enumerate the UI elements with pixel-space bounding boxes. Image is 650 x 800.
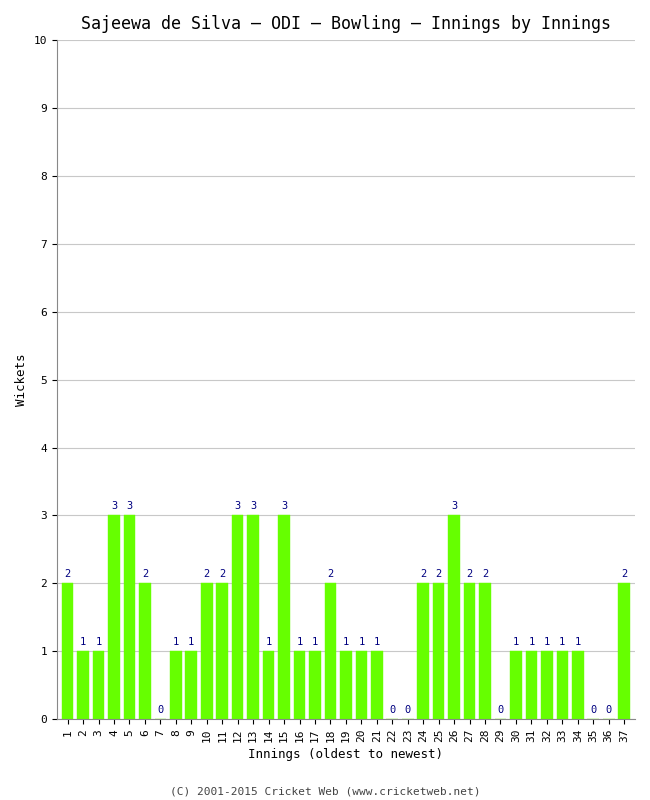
Bar (278, 515, 290, 719)
Bar (232, 515, 244, 719)
Bar (464, 583, 475, 719)
Bar (185, 651, 197, 719)
Bar (62, 583, 73, 719)
Text: 1: 1 (544, 638, 550, 647)
Text: 2: 2 (64, 570, 71, 579)
Text: 1: 1 (312, 638, 318, 647)
Y-axis label: Wickets: Wickets (15, 354, 28, 406)
Bar (356, 651, 367, 719)
Text: 0: 0 (590, 705, 597, 715)
Bar (371, 651, 383, 719)
Text: (C) 2001-2015 Cricket Web (www.cricketweb.net): (C) 2001-2015 Cricket Web (www.cricketwe… (170, 786, 480, 796)
Text: 0: 0 (404, 705, 411, 715)
Bar (541, 651, 552, 719)
Text: 3: 3 (250, 502, 256, 511)
Bar (216, 583, 228, 719)
Bar (510, 651, 522, 719)
Bar (201, 583, 213, 719)
Text: 0: 0 (389, 705, 395, 715)
Text: 1: 1 (559, 638, 566, 647)
Bar (618, 583, 630, 719)
Text: 0: 0 (497, 705, 504, 715)
Text: 1: 1 (575, 638, 581, 647)
Bar (93, 651, 104, 719)
Title: Sajeewa de Silva – ODI – Bowling – Innings by Innings: Sajeewa de Silva – ODI – Bowling – Innin… (81, 15, 611, 33)
Bar (294, 651, 306, 719)
X-axis label: Innings (oldest to newest): Innings (oldest to newest) (248, 748, 443, 761)
Bar (124, 515, 135, 719)
Bar (572, 651, 584, 719)
Bar (77, 651, 89, 719)
Bar (479, 583, 491, 719)
Text: 1: 1 (296, 638, 303, 647)
Bar (248, 515, 259, 719)
Text: 3: 3 (281, 502, 287, 511)
Text: 2: 2 (328, 570, 333, 579)
Text: 1: 1 (528, 638, 534, 647)
Bar (556, 651, 568, 719)
Text: 0: 0 (157, 705, 164, 715)
Text: 1: 1 (343, 638, 349, 647)
Text: 2: 2 (467, 570, 473, 579)
Text: 3: 3 (111, 502, 117, 511)
Text: 2: 2 (621, 570, 627, 579)
Text: 1: 1 (80, 638, 86, 647)
Text: 2: 2 (420, 570, 426, 579)
Bar (324, 583, 336, 719)
Bar (433, 583, 445, 719)
Bar (340, 651, 352, 719)
Text: 1: 1 (374, 638, 380, 647)
Text: 0: 0 (606, 705, 612, 715)
Bar (139, 583, 151, 719)
Text: 2: 2 (482, 570, 488, 579)
Text: 3: 3 (451, 502, 457, 511)
Text: 2: 2 (203, 570, 210, 579)
Bar (417, 583, 429, 719)
Text: 2: 2 (219, 570, 226, 579)
Text: 1: 1 (173, 638, 179, 647)
Text: 2: 2 (436, 570, 442, 579)
Text: 1: 1 (265, 638, 272, 647)
Bar (170, 651, 181, 719)
Bar (526, 651, 537, 719)
Text: 1: 1 (513, 638, 519, 647)
Text: 2: 2 (142, 570, 148, 579)
Text: 1: 1 (96, 638, 101, 647)
Bar (108, 515, 120, 719)
Bar (309, 651, 320, 719)
Text: 3: 3 (126, 502, 133, 511)
Bar (448, 515, 460, 719)
Text: 1: 1 (188, 638, 194, 647)
Text: 1: 1 (358, 638, 365, 647)
Bar (263, 651, 274, 719)
Text: 3: 3 (235, 502, 240, 511)
